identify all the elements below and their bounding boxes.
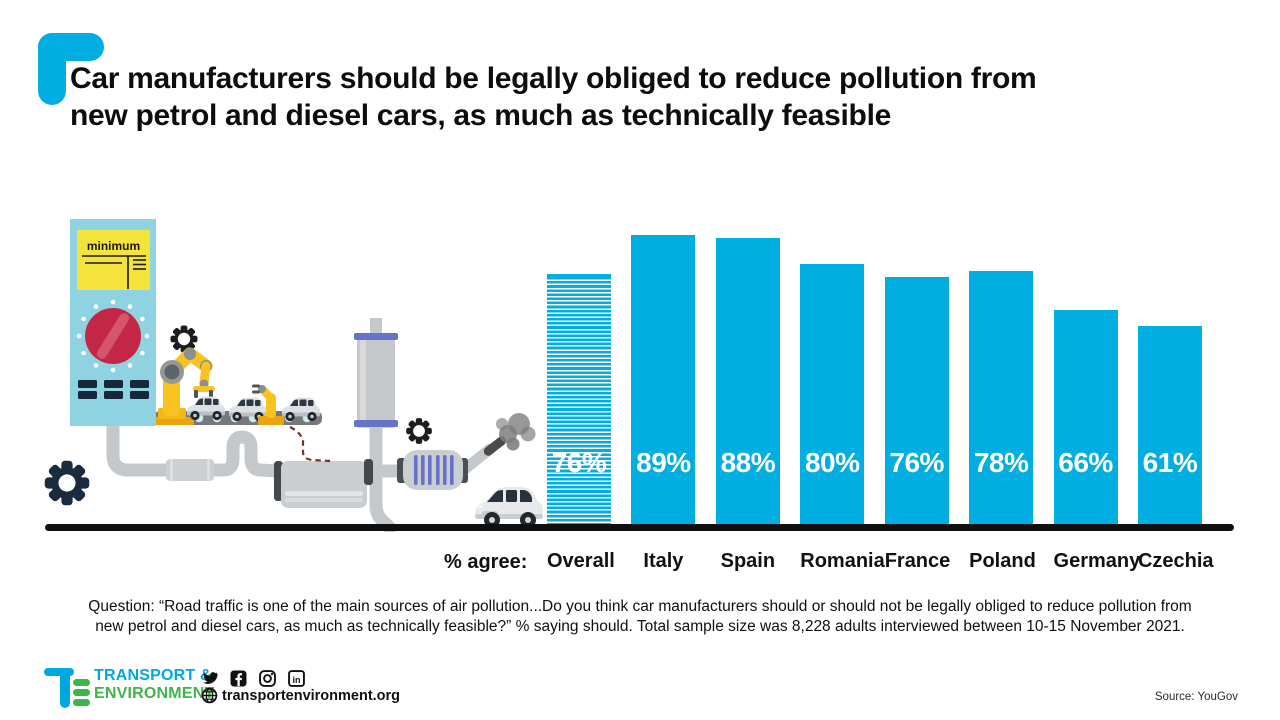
gear-icon	[406, 418, 432, 444]
bar-value-label: 89%	[636, 447, 691, 478]
bar-romania: 80%	[800, 264, 865, 525]
vertical-canister	[354, 318, 398, 428]
exhaust-smoke-icon	[496, 413, 536, 451]
svg-text:in: in	[292, 675, 300, 685]
website-link[interactable]: transportenvironment.org	[222, 687, 401, 704]
axis-label: % agree:	[444, 551, 528, 573]
te-logo	[44, 668, 90, 708]
source-attribution: Source: YouGov	[1154, 691, 1238, 703]
survey-question: Question: “Road traffic is one of the ma…	[40, 597, 1240, 636]
bar-value-label: 61%	[1142, 447, 1198, 478]
machine-minimum-label: minimum	[87, 239, 140, 253]
bar-chart: 76% 89% 88% 80% 76% 78% 66% 61%	[547, 199, 1202, 525]
factory-illustration: minimum	[44, 219, 543, 532]
bar-label-italy: Italy	[643, 550, 684, 572]
control-panel: minimum	[70, 219, 156, 426]
gear-icon	[44, 460, 90, 506]
exhaust-tip	[483, 436, 507, 456]
bar-overall: 76%	[547, 274, 611, 525]
bar-value-label: 88%	[720, 447, 776, 478]
title-line-2: new petrol and diesel cars, as much as t…	[70, 99, 891, 132]
twitter-icon[interactable]	[202, 670, 219, 687]
bar-label-romania: Romania	[800, 550, 885, 572]
bar-france: 76%	[884, 277, 949, 525]
instagram-icon[interactable]	[259, 670, 276, 687]
bar-value-label: 78%	[973, 447, 1029, 478]
bar-value-label: 76%	[889, 447, 944, 478]
bar-czechia: 61%	[1137, 326, 1202, 525]
bar-label-overall: Overall	[547, 550, 615, 572]
bar-label-poland: Poland	[969, 550, 1036, 572]
bar-label-czechia: Czechia	[1137, 550, 1214, 572]
bar-value-label: 66%	[1058, 447, 1113, 478]
survey-question-line-2: new petrol and diesel cars, as much as t…	[95, 617, 1185, 635]
logo-line-1: TRANSPORT &	[94, 667, 212, 684]
bar-germany: 66%	[1053, 309, 1118, 525]
facebook-icon[interactable]	[230, 670, 247, 687]
bar-label-spain: Spain	[720, 550, 776, 572]
title-line-1: Car manufacturers should be legally obli…	[70, 62, 1037, 95]
bracket-vertical-arm	[38, 33, 66, 105]
bar-category-labels: Overall Italy Spain Romania France Poland Germ…	[547, 550, 1214, 573]
exhaust-system	[106, 318, 536, 532]
title-accent-bracket	[38, 33, 104, 105]
bar-label-france: France	[884, 550, 951, 572]
panel-switches	[78, 380, 149, 399]
robot-arm-icon	[252, 384, 284, 425]
bar-italy: 89%	[631, 234, 696, 525]
gear-icon	[170, 325, 198, 353]
bar-poland: 78%	[969, 270, 1034, 525]
bar-value-label: 80%	[804, 447, 860, 478]
robot-arm-icon	[154, 347, 215, 425]
globe-icon	[201, 687, 218, 704]
bar-value-label: 76%	[551, 447, 607, 478]
small-muffler	[166, 459, 214, 481]
logo-line-2: ENVIRONMENT	[94, 685, 215, 702]
catalytic-converter	[397, 450, 468, 490]
bar-spain: 88%	[715, 238, 780, 525]
car-icon	[475, 487, 543, 528]
dashed-wire	[289, 426, 331, 463]
te-logo-text: TRANSPORT & ENVIRONMENT	[94, 667, 214, 703]
machine-dial	[76, 299, 150, 373]
chart-baseline	[45, 524, 1234, 531]
linkedin-icon[interactable]: in	[288, 670, 305, 687]
page-title: Car manufacturers should be legally obli…	[70, 60, 1037, 134]
survey-question-line-1: Question: “Road traffic is one of the ma…	[88, 598, 1192, 615]
bar-label-germany: Germany	[1053, 550, 1141, 572]
muffler	[281, 461, 367, 508]
